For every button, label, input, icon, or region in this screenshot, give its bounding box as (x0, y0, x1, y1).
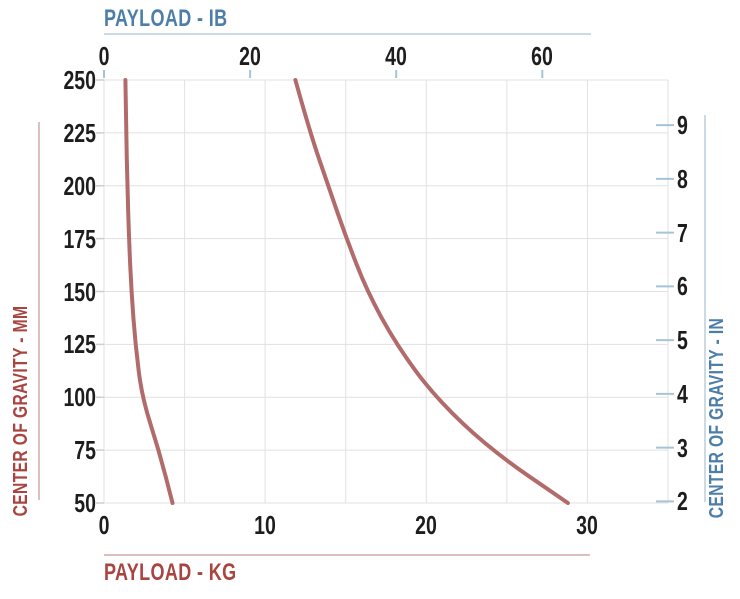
axis-tick-marks (96, 70, 674, 504)
bottom-tick-label-kg: 20 (415, 510, 438, 540)
right-title-rule (704, 115, 706, 502)
top-axis-title: PAYLOAD - IB (104, 5, 228, 32)
top-tick-label-lb: 20 (239, 41, 261, 71)
payload-lb-vs-cg-in-curve (293, 78, 570, 505)
top-tick-label-lb: 40 (385, 41, 408, 71)
left-tick-label-mm: 250 (63, 65, 96, 95)
gridlines (103, 79, 669, 504)
bottom-tick-label-kg: 10 (254, 510, 276, 540)
right-tick-label-in: 9 (677, 110, 688, 141)
right-tick-label-in: 6 (677, 271, 688, 302)
bottom-axis-title: PAYLOAD - KG (104, 559, 237, 586)
payload-kg-vs-cg-mm-curve (123, 78, 175, 505)
left-tick-label-mm: 125 (63, 329, 96, 360)
right-axis-title: CENTER OF GRAVITY - IN (706, 317, 728, 519)
right-tick-label-in: 4 (677, 378, 688, 409)
top-tick-label-lb: 0 (98, 41, 110, 71)
left-title-rule (38, 122, 40, 500)
right-tick-label-in: 8 (677, 163, 688, 194)
left-axis-title: CENTER OF GRAVITY - MM (10, 305, 32, 517)
right-tick-label-in: 2 (677, 486, 688, 517)
right-tick-label-in: 7 (677, 217, 688, 248)
top-title-rule (104, 33, 591, 35)
top-tick-label-lb: 60 (531, 41, 554, 71)
left-tick-label-mm: 100 (63, 382, 96, 413)
left-tick-label-mm: 50 (74, 488, 96, 518)
bottom-title-rule (104, 554, 590, 556)
left-tick-label-mm: 225 (63, 117, 96, 148)
bottom-tick-label-kg: 0 (98, 510, 110, 540)
left-tick-label-mm: 150 (63, 276, 96, 307)
left-tick-label-mm: 75 (74, 435, 96, 466)
bottom-tick-label-kg: 30 (576, 510, 599, 540)
right-tick-label-in: 3 (677, 432, 688, 463)
left-tick-label-mm: 175 (63, 223, 96, 254)
right-tick-label-in: 5 (677, 325, 688, 356)
left-tick-label-mm: 200 (63, 170, 96, 201)
